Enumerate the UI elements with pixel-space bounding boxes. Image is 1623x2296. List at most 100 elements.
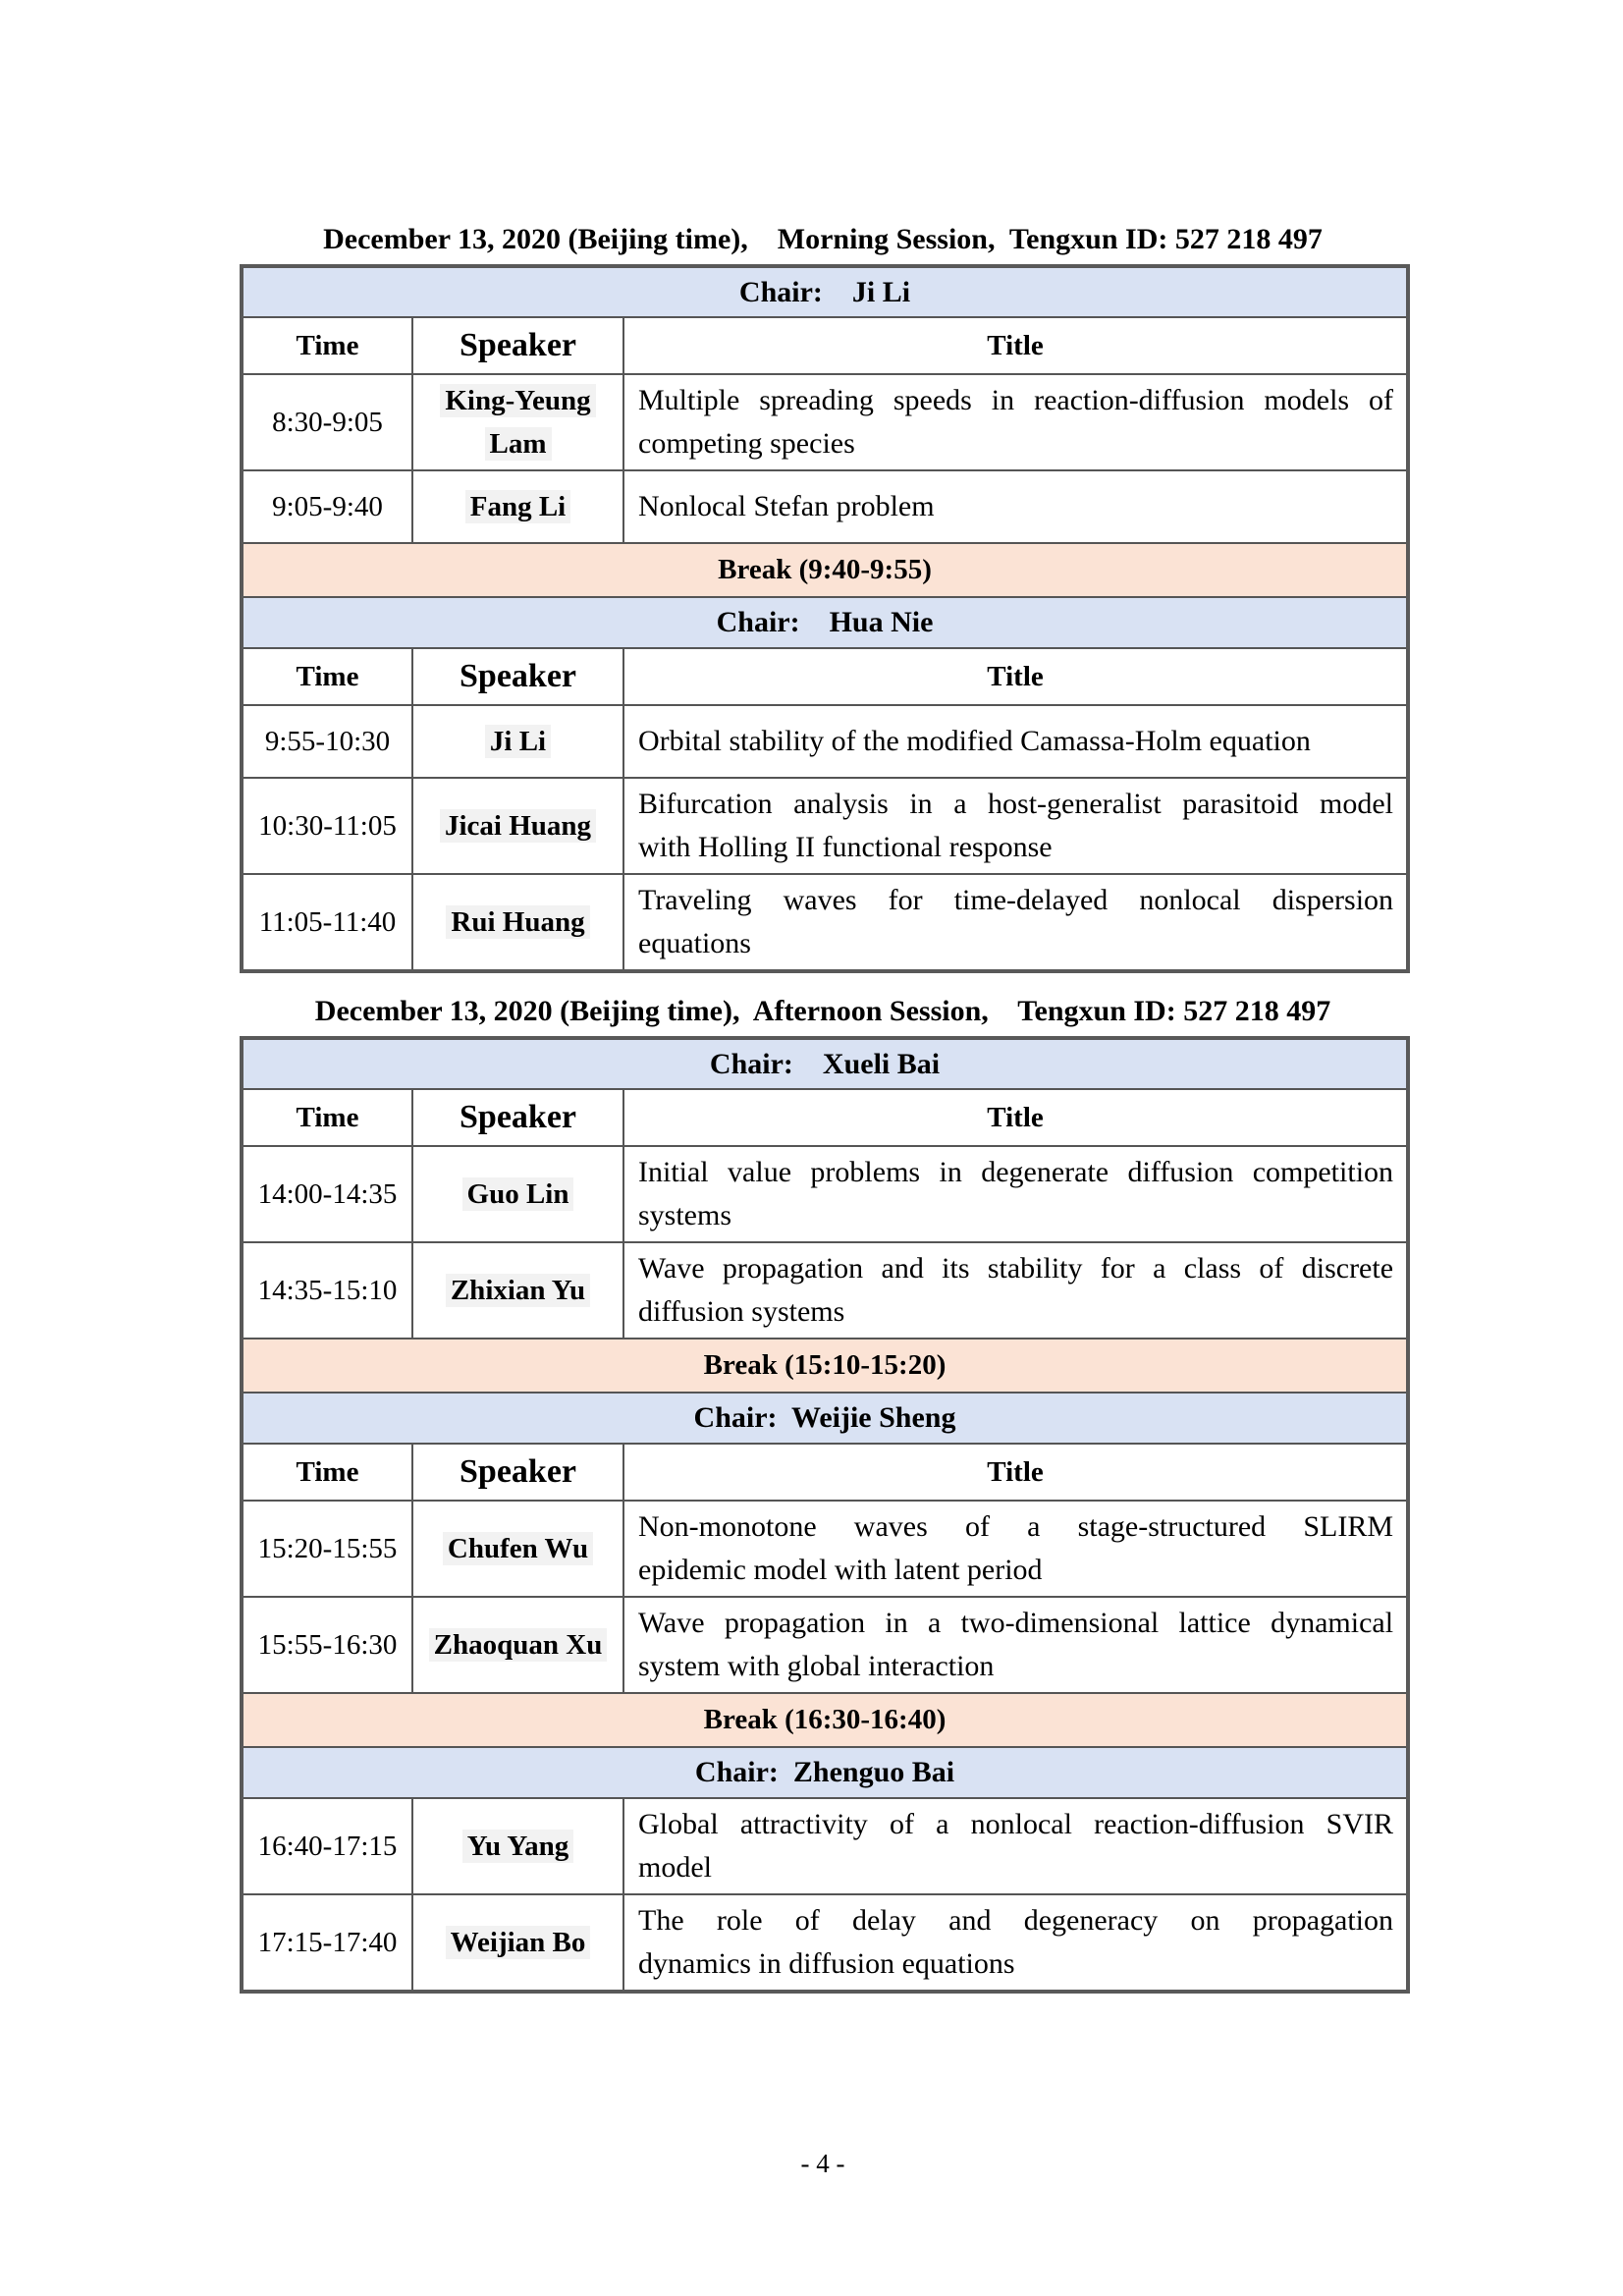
page-number: - 4 - [800, 2149, 845, 2178]
talk-time: 8:30-9:05 [241, 373, 413, 471]
chair-row: Chair: Ji Li [240, 265, 1410, 318]
chair-label: Chair: Zhenguo Bai [240, 1746, 1410, 1799]
talk-speaker: Rui Huang [446, 905, 590, 939]
talk-time: 14:35-15:10 [241, 1241, 413, 1339]
break-row: Break (9:40-9:55) [240, 542, 1410, 598]
chair-label: Chair: Hua Nie [240, 596, 1410, 649]
talk-title-line: Wave propagation in a two-dimensional la… [638, 1607, 1394, 1639]
talk-speaker-cell: King-Yeung Lam [411, 373, 624, 471]
talk-row: 10:30-11:05 Jicai Huang Bifurcation analys… [241, 777, 1410, 875]
talk-time: 10:30-11:05 [241, 777, 413, 875]
talk-title-line: Initial value problems in degenerate dif… [638, 1156, 1394, 1188]
afternoon-schedule-body: Chair: Xueli Bai Time Speaker Title 14:00-14… [240, 1037, 1410, 1993]
talk-row: 9:05-9:40 Fang Li Nonlocal Stefan problem [241, 469, 1410, 544]
talk-row: 11:05-11:40 Rui Huang Traveling waves for … [241, 873, 1410, 972]
talk-title-cell: The role of delay and degeneracy on prop… [622, 1893, 1410, 1993]
talk-time: 17:15-17:40 [241, 1893, 413, 1993]
talk-title-line: equations [638, 927, 751, 959]
talk-speaker: Chufen Wu [442, 1532, 594, 1565]
column-header-title: Title [622, 1088, 1410, 1147]
talk-title-line: Multiple spreading speeds in reaction-di… [638, 384, 1394, 416]
column-header-title: Title [622, 1443, 1410, 1502]
talk-title-line: epidemic model with latent period [638, 1554, 1043, 1586]
page-content: December 13, 2020 (Beijing time), Mornin… [240, 0, 1411, 1994]
talk-title-line: dynamics in diffusion equations [638, 1947, 1015, 1980]
afternoon-schedule-table: Chair: Xueli Bai Time Speaker Title 14:00-14… [240, 1036, 1411, 1994]
talk-speaker-cell: Weijian Bo [411, 1893, 624, 1993]
talk-title-cell: Orbital stability of the modified Camass… [622, 704, 1410, 779]
chair-label: Chair: Weijie Sheng [240, 1392, 1410, 1445]
break-label: Break (16:30-16:40) [240, 1692, 1410, 1748]
column-header-row: Time Speaker Title [241, 1443, 1410, 1502]
break-label: Break (15:10-15:20) [240, 1338, 1410, 1394]
talk-title-line: Traveling waves for time-delayed nonloca… [638, 884, 1394, 916]
talk-speaker-cell: Fang Li [411, 469, 624, 544]
column-header-title: Title [622, 316, 1410, 375]
talk-speaker-cell: Guo Lin [411, 1145, 624, 1243]
column-header-row: Time Speaker Title [241, 647, 1410, 706]
break-row: Break (15:10-15:20) [240, 1338, 1410, 1394]
talk-title-cell: Nonlocal Stefan problem [622, 469, 1410, 544]
talk-time: 14:00-14:35 [241, 1145, 413, 1243]
talk-title-line: Nonlocal Stefan problem [638, 490, 935, 522]
break-row: Break (16:30-16:40) [240, 1692, 1410, 1748]
talk-title-line: system with global interaction [638, 1650, 995, 1682]
talk-row: 15:20-15:55 Chufen Wu Non-monotone waves o… [241, 1500, 1410, 1598]
column-header-speaker: Speaker [411, 316, 624, 375]
talk-title-line: Non-monotone waves of a stage-structured… [638, 1510, 1394, 1543]
talk-speaker: Yu Yang [461, 1830, 574, 1863]
talk-speaker: Ji Li [484, 725, 552, 758]
talk-row: 14:00-14:35 Guo Lin Initial value problems… [241, 1145, 1410, 1243]
talk-row: 8:30-9:05 King-Yeung Lam Multiple spreadin… [241, 373, 1410, 471]
chair-row: Chair: Xueli Bai [240, 1037, 1410, 1090]
column-header-time: Time [241, 1088, 413, 1147]
talk-row: 9:55-10:30 Ji Li Orbital stability of the … [241, 704, 1410, 779]
talk-speaker-cell: Rui Huang [411, 873, 624, 972]
talk-time: 9:05-9:40 [241, 469, 413, 544]
talk-title-cell: Traveling waves for time-delayed nonloca… [622, 873, 1410, 972]
chair-row: Chair: Zhenguo Bai [240, 1746, 1410, 1799]
chair-label: Chair: Xueli Bai [240, 1037, 1410, 1090]
talk-row: 15:55-16:30 Zhaoquan Xu Wave propagation i… [241, 1596, 1410, 1694]
talk-title-line: The role of delay and degeneracy on prop… [638, 1904, 1394, 1937]
talk-title-cell: Multiple spreading speeds in reaction-di… [622, 373, 1410, 471]
talk-title-line: model [638, 1851, 712, 1884]
talk-title-cell: Bifurcation analysis in a host-generalis… [622, 777, 1410, 875]
column-header-time: Time [241, 316, 413, 375]
talk-time: 11:05-11:40 [241, 873, 413, 972]
talk-title-cell: Global attractivity of a nonlocal reacti… [622, 1797, 1410, 1895]
chair-label: Chair: Ji Li [240, 265, 1410, 318]
column-header-row: Time Speaker Title [241, 316, 1410, 375]
talk-speaker: Zhaoquan Xu [428, 1628, 608, 1662]
talk-speaker: Guo Lin [461, 1177, 574, 1211]
talk-speaker-cell: Yu Yang [411, 1797, 624, 1895]
talk-title-line: competing species [638, 427, 855, 460]
talk-title-line: Wave propagation and its stability for a… [638, 1252, 1394, 1285]
talk-speaker: King-Yeung Lam [440, 384, 596, 461]
talk-row: 17:15-17:40 Weijian Bo The role of delay a… [241, 1893, 1410, 1993]
talk-speaker: Zhixian Yu [445, 1274, 591, 1307]
morning-schedule-body: Chair: Ji Li Time Speaker Title 8:30-9:05 Kin… [240, 265, 1410, 972]
talk-speaker-cell: Zhaoquan Xu [411, 1596, 624, 1694]
talk-speaker: Fang Li [464, 490, 571, 523]
talk-title-cell: Wave propagation and its stability for a… [622, 1241, 1410, 1339]
talk-title-line: Orbital stability of the modified Camass… [638, 725, 1311, 757]
column-header-time: Time [241, 647, 413, 706]
column-header-speaker: Speaker [411, 1443, 624, 1502]
column-header-speaker: Speaker [411, 647, 624, 706]
talk-title-cell: Non-monotone waves of a stage-structured… [622, 1500, 1410, 1598]
column-header-speaker: Speaker [411, 1088, 624, 1147]
talk-speaker-cell: Zhixian Yu [411, 1241, 624, 1339]
talk-row: 14:35-15:10 Zhixian Yu Wave propagation an… [241, 1241, 1410, 1339]
chair-row: Chair: Hua Nie [240, 596, 1410, 649]
talk-time: 9:55-10:30 [241, 704, 413, 779]
break-label: Break (9:40-9:55) [240, 542, 1410, 598]
talk-title-line: systems [638, 1199, 732, 1231]
talk-title-line: Global attractivity of a nonlocal reacti… [638, 1808, 1394, 1840]
talk-time: 16:40-17:15 [241, 1797, 413, 1895]
chair-row: Chair: Weijie Sheng [240, 1392, 1410, 1445]
talk-title-line: diffusion systems [638, 1295, 845, 1328]
talk-speaker-cell: Chufen Wu [411, 1500, 624, 1598]
talk-time: 15:55-16:30 [241, 1596, 413, 1694]
